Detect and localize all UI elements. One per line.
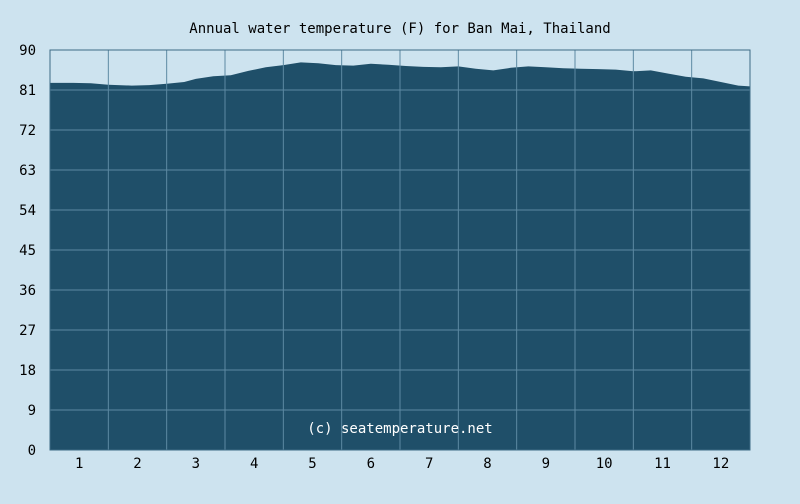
x-tick-label: 9 [542, 456, 550, 472]
x-tick-label: 5 [308, 456, 316, 472]
x-tick-label: 3 [192, 456, 200, 472]
y-tick-label: 90 [19, 43, 36, 59]
x-tick-label: 12 [712, 456, 729, 472]
x-tick-label: 8 [483, 456, 491, 472]
y-tick-label: 72 [19, 123, 36, 139]
y-tick-label: 54 [19, 203, 36, 219]
y-tick-label: 63 [19, 163, 36, 179]
x-tick-label: 11 [654, 456, 671, 472]
chart-title: Annual water temperature (F) for Ban Mai… [189, 21, 610, 37]
chart-watermark: (c) seatemperature.net [307, 421, 492, 437]
plot-border [49, 49, 751, 451]
x-tick-label: 10 [596, 456, 613, 472]
y-tick-label: 18 [19, 363, 36, 379]
x-tick-label: 7 [425, 456, 433, 472]
y-tick-label: 0 [28, 443, 36, 459]
y-tick-label: 45 [19, 243, 36, 259]
x-tick-label: 4 [250, 456, 258, 472]
y-tick-label: 9 [28, 403, 36, 419]
y-tick-label: 36 [19, 283, 36, 299]
x-tick-label: 6 [367, 456, 375, 472]
x-tick-label: 1 [75, 456, 83, 472]
y-tick-label: 81 [19, 83, 36, 99]
x-tick-label: 2 [133, 456, 141, 472]
y-tick-label: 27 [19, 323, 36, 339]
